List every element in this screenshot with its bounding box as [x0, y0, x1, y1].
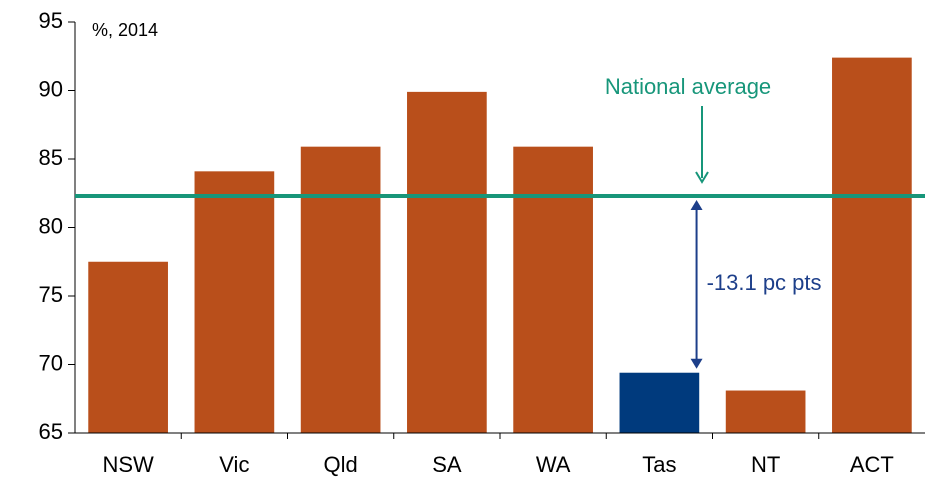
x-tick-label: WA: [536, 452, 571, 477]
reference-arrowhead: [695, 171, 709, 184]
bar: [725, 390, 806, 433]
x-tick-label: NSW: [102, 452, 154, 477]
gap-arrowhead-top: [690, 199, 703, 210]
x-tick-label: ACT: [850, 452, 894, 477]
x-tick-label: SA: [432, 452, 462, 477]
y-tick-label: 90: [39, 76, 63, 101]
reference-label: National average: [605, 74, 771, 99]
bar: [407, 91, 487, 434]
y-tick-label: 70: [39, 350, 63, 375]
bar: [300, 146, 381, 434]
chart-subtitle: %, 2014: [92, 20, 158, 40]
y-tick-label: 80: [39, 213, 63, 238]
y-tick-label: 85: [39, 145, 63, 170]
bar: [513, 146, 593, 434]
y-tick-label: 95: [39, 8, 63, 33]
gap-label: -13.1 pc pts: [707, 270, 822, 295]
bar: [194, 171, 275, 433]
y-tick-label: 75: [39, 282, 63, 307]
x-tick-label: Vic: [219, 452, 249, 477]
bar: [88, 261, 168, 433]
bar: [619, 372, 700, 433]
y-tick-label: 65: [39, 419, 63, 444]
x-tick-label: NT: [751, 452, 780, 477]
gap-arrowhead-bottom: [690, 358, 703, 369]
x-tick-label: Tas: [642, 452, 676, 477]
bar: [832, 57, 912, 434]
x-tick-label: Qld: [324, 452, 358, 477]
